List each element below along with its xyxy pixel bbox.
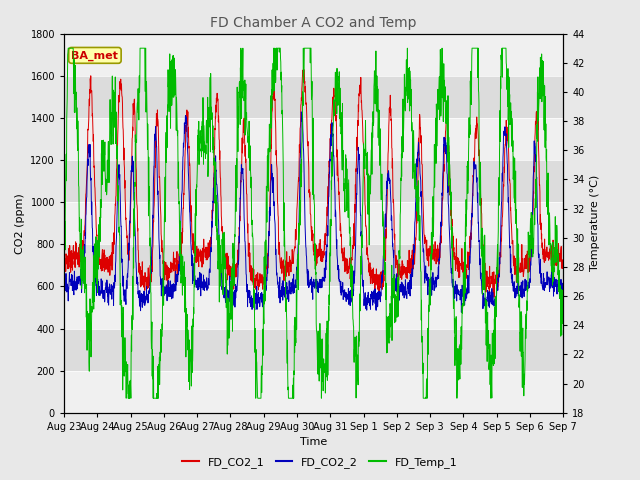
FD_Temp_1 [559, 288, 567, 293]
FD_Temp_1 [513, 249, 521, 254]
FD_Temp_1 [435, 83, 443, 89]
FD_CO2_2 [298, 109, 305, 115]
FD_CO2_2 [458, 310, 465, 315]
FD_Temp_1 [289, 396, 296, 401]
FD_CO2_2 [60, 287, 68, 292]
FD_CO2_2 [341, 287, 349, 293]
Bar [64, 160, 563, 202]
FD_CO2_1 [60, 248, 68, 253]
FD_CO2_2 [435, 256, 443, 262]
FD_CO2_1 [490, 294, 498, 300]
Bar [64, 202, 563, 244]
FD_CO2_1 [559, 258, 567, 264]
FD_Temp_1 [559, 296, 567, 302]
FD_CO2_1 [435, 252, 443, 257]
FD_Temp_1 [65, 45, 72, 51]
Title: FD Chamber A CO2 and Temp: FD Chamber A CO2 and Temp [211, 16, 417, 30]
Bar [64, 34, 563, 76]
FD_CO2_1 [300, 67, 308, 72]
Line: FD_Temp_1: FD_Temp_1 [64, 48, 563, 398]
FD_CO2_2 [288, 288, 296, 294]
Bar [64, 328, 563, 371]
FD_CO2_2 [513, 286, 521, 291]
Line: FD_CO2_1: FD_CO2_1 [64, 70, 563, 297]
Bar [64, 371, 563, 413]
Bar [64, 76, 563, 118]
FD_CO2_1 [559, 262, 567, 267]
X-axis label: Time: Time [300, 437, 327, 447]
Y-axis label: Temperature (°C): Temperature (°C) [590, 175, 600, 271]
FD_Temp_1 [60, 241, 68, 247]
FD_CO2_2 [559, 285, 567, 291]
FD_Temp_1 [499, 45, 507, 51]
FD_Temp_1 [341, 209, 349, 215]
Text: BA_met: BA_met [72, 50, 118, 60]
FD_CO2_2 [559, 280, 567, 286]
FD_Temp_1 [122, 396, 130, 401]
Bar [64, 287, 563, 328]
FD_CO2_1 [513, 264, 521, 270]
FD_CO2_1 [288, 261, 296, 267]
FD_CO2_1 [499, 196, 507, 202]
Legend: FD_CO2_1, FD_CO2_2, FD_Temp_1: FD_CO2_1, FD_CO2_2, FD_Temp_1 [178, 452, 462, 472]
FD_CO2_1 [341, 259, 349, 265]
FD_CO2_2 [499, 154, 507, 160]
Line: FD_CO2_2: FD_CO2_2 [64, 112, 563, 312]
Y-axis label: CO2 (ppm): CO2 (ppm) [15, 193, 25, 253]
Bar [64, 244, 563, 287]
Bar [64, 118, 563, 160]
